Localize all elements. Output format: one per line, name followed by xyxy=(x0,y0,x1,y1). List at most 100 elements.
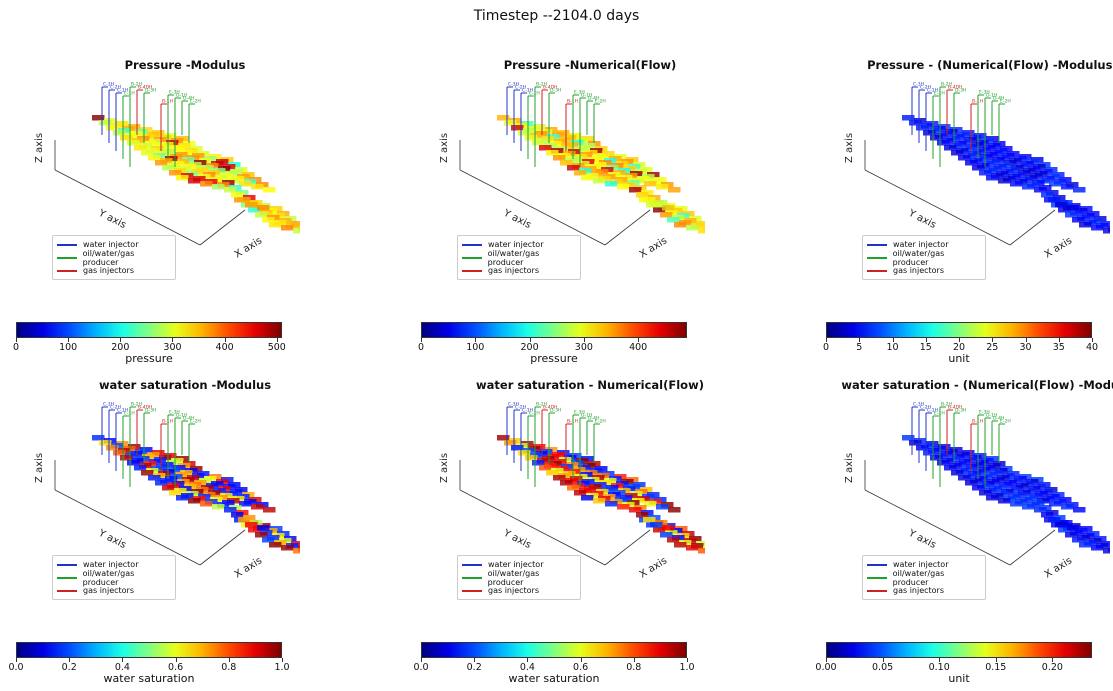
grid-cell xyxy=(497,115,510,121)
colorbar-tick-label: 1.0 xyxy=(679,662,695,673)
grid-cell xyxy=(176,175,189,181)
well-label: B-2H xyxy=(131,402,142,408)
grid-cell xyxy=(1010,501,1023,507)
legend-label: water injector xyxy=(83,240,139,249)
well-label: C-2H xyxy=(110,85,121,91)
grid-cell xyxy=(1073,187,1086,193)
well-label: E-2H xyxy=(190,419,201,425)
grid-cell xyxy=(1022,184,1035,190)
colorbar-tick-label: 400 xyxy=(629,342,648,353)
grid-cell xyxy=(1079,542,1092,548)
grid-cell xyxy=(1067,205,1080,211)
well-label: E-1H xyxy=(529,411,540,417)
well-label: C-1H xyxy=(522,408,533,414)
grid-cell xyxy=(593,178,606,184)
well-label: C-3H xyxy=(103,82,114,88)
colorbar-tick xyxy=(16,338,17,342)
grid-cell xyxy=(263,507,276,513)
grid-cell xyxy=(106,445,119,451)
legend-swatch xyxy=(57,256,77,259)
grid-cell xyxy=(141,150,154,156)
well-label: B-1H xyxy=(972,99,983,105)
legend-swatch xyxy=(867,256,887,259)
colorbar-tick-label: 200 xyxy=(111,342,130,353)
grid-cell xyxy=(1034,507,1047,513)
grid-cell xyxy=(698,228,705,234)
colorbar-tick xyxy=(474,658,476,662)
grid-cell xyxy=(930,455,943,461)
grid-cell xyxy=(668,187,681,193)
grid-cell xyxy=(120,135,133,141)
grid-cell xyxy=(262,537,275,543)
legend-label: water injector xyxy=(83,560,139,569)
grid-cell xyxy=(668,507,681,513)
legend-label: water injector xyxy=(893,240,949,249)
colorbar-label: unit xyxy=(948,672,970,685)
grid-cell xyxy=(581,495,594,501)
x-axis-line xyxy=(604,529,651,566)
legend-entry: gas injectors xyxy=(867,584,981,597)
grid-cell xyxy=(958,475,971,481)
colorbar-tick-label: 0.20 xyxy=(1041,662,1063,673)
grid-cell xyxy=(653,527,666,533)
grid-cell xyxy=(674,222,687,228)
x-axis-label: X axis xyxy=(233,235,264,260)
y-axis-label: Y axis xyxy=(96,207,128,231)
panel-title: Pressure -Modulus xyxy=(124,58,246,72)
grid-cell xyxy=(667,217,680,223)
grid-cell xyxy=(169,490,182,496)
grid-cell xyxy=(1061,184,1074,190)
grid-cell xyxy=(188,498,201,504)
colorbar-tick-label: 5 xyxy=(856,342,863,353)
x-axis-label: X axis xyxy=(638,235,669,260)
x-axis-label: X axis xyxy=(1043,555,1074,580)
z-axis-label: Z axis xyxy=(439,133,450,163)
well-label: D-3H xyxy=(145,88,156,94)
grid-cell xyxy=(560,480,573,486)
grid-cell xyxy=(944,145,957,151)
colorbar-tick xyxy=(122,658,124,662)
grid-cell xyxy=(200,181,213,187)
legend-entry: oil/water/gas producer xyxy=(867,568,981,587)
legend-swatch xyxy=(462,563,482,566)
panel-6: water saturation - (Numerical(Flow) -Mod… xyxy=(810,320,1113,685)
colorbar-tick xyxy=(859,338,861,342)
grid-cell xyxy=(231,192,244,198)
colorbar-tick xyxy=(1025,338,1027,342)
colorbar-tick xyxy=(276,338,278,342)
legend-swatch xyxy=(462,243,482,246)
colorbar-tick-label: 0.6 xyxy=(573,662,589,673)
colorbar-tick xyxy=(421,338,422,342)
colorbar-tick xyxy=(529,338,531,342)
grid-cell xyxy=(251,184,264,190)
well-label: E-3H xyxy=(574,410,585,416)
grid-cell xyxy=(617,504,630,510)
colorbar-tick-label: 25 xyxy=(986,342,999,353)
well-label: E-1H xyxy=(124,91,135,97)
colorbar-label: water saturation xyxy=(508,672,600,685)
legend: water injector oil/water/gas producer gas … xyxy=(52,555,176,600)
legend-swatch xyxy=(867,576,887,579)
grid-cell xyxy=(497,435,510,441)
grid-cell xyxy=(686,545,699,551)
colorbar-tick xyxy=(421,658,422,662)
colorbar-tick xyxy=(638,338,640,342)
grid-cell xyxy=(605,181,618,187)
grid-cell xyxy=(134,465,147,471)
grid-cell xyxy=(1049,501,1062,507)
legend-entry: oil/water/gas producer xyxy=(867,249,981,267)
well-label: C-1H xyxy=(522,88,533,94)
legend-entry: oil/water/gas producer xyxy=(57,569,171,587)
well-label: B-4DH xyxy=(543,85,557,91)
legend-label: oil/water/gas producer xyxy=(892,568,945,587)
panel-2: Pressure -Numerical(Flow) Z axis Y axis X a… xyxy=(405,0,775,365)
colorbar xyxy=(826,322,1092,338)
colorbar xyxy=(16,322,282,338)
colorbar-tick xyxy=(939,658,941,662)
grid-cell xyxy=(965,480,978,486)
grid-cell xyxy=(1058,207,1071,213)
colorbar-tick-label: 0.2 xyxy=(466,662,482,673)
colorbar-tick xyxy=(826,658,827,662)
